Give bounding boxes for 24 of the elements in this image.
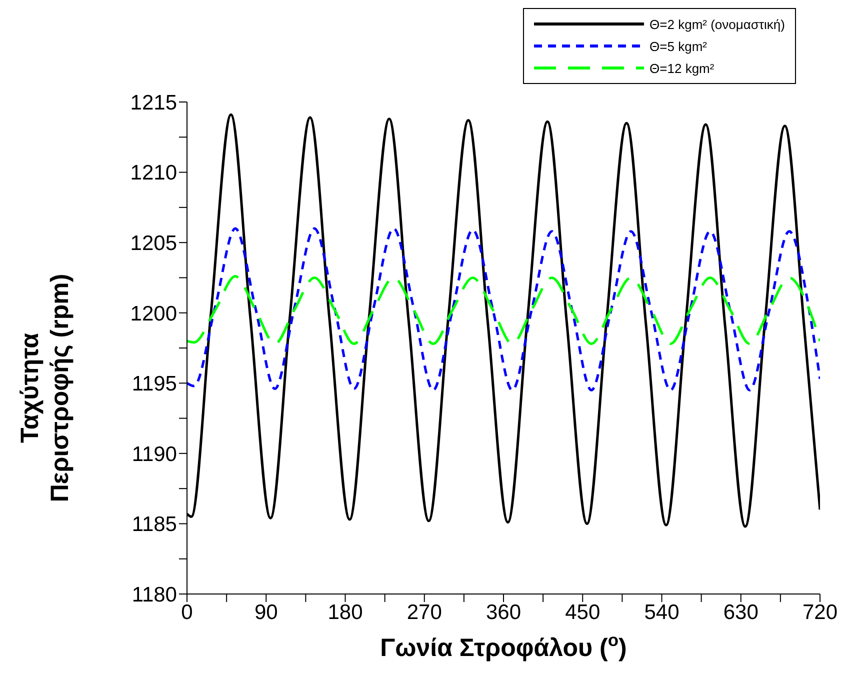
legend-label: Θ=2 kgm² (ονομαστική) (650, 16, 785, 32)
x-tick-label: 90 (254, 600, 278, 624)
x-tick-label: 270 (406, 600, 442, 624)
legend-label: Θ=5 kgm² (650, 38, 707, 54)
y-tick-label: 1215 (130, 91, 177, 114)
y-tick-label: 1185 (132, 513, 177, 536)
line-series (187, 275, 820, 346)
x-axis-title: Γωνία Στροφάλου ($^{o}$) (380, 630, 627, 662)
x-tick-label: 0 (181, 600, 193, 624)
x-tick-label: 450 (565, 600, 600, 624)
x-tick-label: 720 (802, 600, 838, 624)
legend-label: Θ=12 kgm² (650, 60, 714, 76)
line-series (187, 227, 820, 392)
y-tick-label: 1210 (130, 162, 177, 185)
y-tick-label: 1180 (132, 583, 177, 606)
x-tick-label: 180 (328, 600, 363, 624)
x-tick-label: 630 (723, 600, 758, 624)
y-tick-label: 1190 (132, 442, 177, 466)
x-tick-label: 360 (486, 600, 522, 624)
x-tick-label: 540 (644, 600, 680, 624)
y-tick-label: 1200 (130, 302, 177, 326)
y-tick-label: 1195 (132, 372, 177, 396)
y-tick-label: 1205 (130, 232, 177, 256)
y-axis-title: Ταχύτητα Περιστροφής (rpm) (16, 274, 74, 502)
